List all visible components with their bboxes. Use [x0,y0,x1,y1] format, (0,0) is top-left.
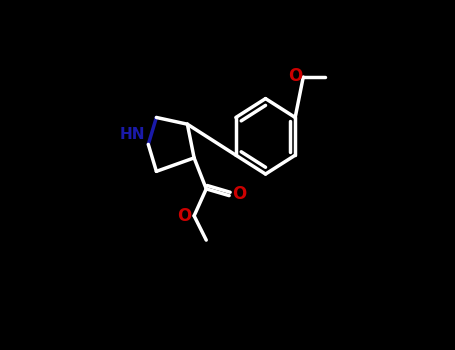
Text: O: O [177,207,192,225]
Text: O: O [288,68,302,85]
Text: HN: HN [120,127,145,142]
Text: O: O [233,185,247,203]
